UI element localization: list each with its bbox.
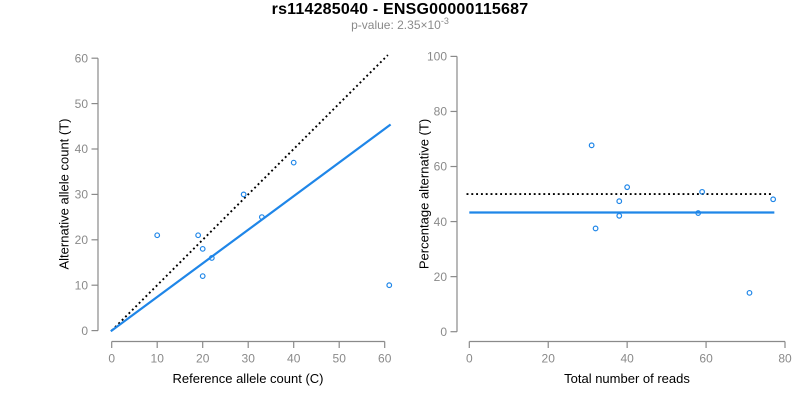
x-tick-label: 40 — [287, 352, 301, 366]
x-tick-label: 40 — [620, 352, 634, 366]
data-point — [208, 255, 215, 261]
pvalue-exponent: -3 — [440, 16, 449, 26]
x-tick-label: 60 — [699, 352, 713, 366]
figure-subtitle: p-value: 2.35×10-3 — [0, 16, 800, 33]
x-tick-label: 0 — [466, 352, 473, 366]
data-point — [195, 232, 202, 239]
data-point — [695, 210, 702, 216]
x-tick-label: 20 — [542, 352, 556, 366]
y-tick-label: 40 — [434, 215, 448, 229]
figure-title: rs114285040 - ENSG00000115687 — [271, 1, 529, 18]
allele-counts-scatter: 0 10 20 30 40 50 60 0 10 20 30 40 50 60 — [75, 51, 393, 366]
fit-line — [110, 123, 392, 333]
data-point — [699, 188, 706, 195]
right-plot-x-axis-label: Total number of reads — [564, 371, 690, 386]
x-tick-label: 30 — [242, 352, 256, 366]
data-point — [199, 245, 206, 252]
left-plot-x-axis-label: Reference allele count (C) — [172, 371, 324, 386]
x-tick-label: 50 — [333, 352, 347, 366]
x-tick-label: 80 — [778, 352, 792, 366]
x-tick-label: 10 — [151, 352, 165, 366]
right-plot-y-axis-label: Percentage alternative (T) — [416, 118, 432, 270]
identity-line — [111, 54, 389, 332]
data-point — [258, 214, 265, 221]
data-point — [199, 273, 206, 280]
data-point — [592, 225, 599, 232]
x-tick-label: 60 — [378, 352, 392, 366]
y-tick-label: 60 — [75, 51, 89, 65]
y-tick-label: 40 — [75, 142, 89, 156]
y-tick-label: 0 — [440, 325, 447, 339]
x-tick-label: 20 — [196, 352, 210, 366]
percentage-vs-reads-scatter: 0 20 40 60 80 100 0 20 40 60 80 — [427, 50, 792, 366]
data-point — [616, 198, 623, 205]
data-point — [290, 159, 297, 166]
y-tick-label: 10 — [75, 278, 89, 292]
y-tick-label: 0 — [81, 324, 88, 338]
data-point — [770, 196, 777, 203]
x-tick-label: 0 — [108, 352, 115, 366]
data-point — [154, 232, 161, 239]
data-point — [746, 289, 753, 296]
y-tick-label: 60 — [434, 160, 448, 174]
data-point — [386, 282, 393, 289]
data-point — [616, 212, 623, 219]
left-plot-y-axis-label: Alternative allele count (T) — [56, 118, 72, 270]
y-tick-label: 100 — [427, 50, 447, 64]
y-tick-label: 30 — [75, 188, 89, 202]
y-tick-label: 20 — [75, 233, 89, 247]
pvalue-text: p-value: 2.35×10 — [351, 18, 441, 32]
data-point — [588, 142, 595, 149]
y-tick-label: 50 — [75, 97, 89, 111]
data-point — [240, 191, 247, 198]
data-point — [624, 184, 631, 191]
y-tick-label: 20 — [434, 270, 448, 284]
y-tick-label: 80 — [434, 105, 448, 119]
